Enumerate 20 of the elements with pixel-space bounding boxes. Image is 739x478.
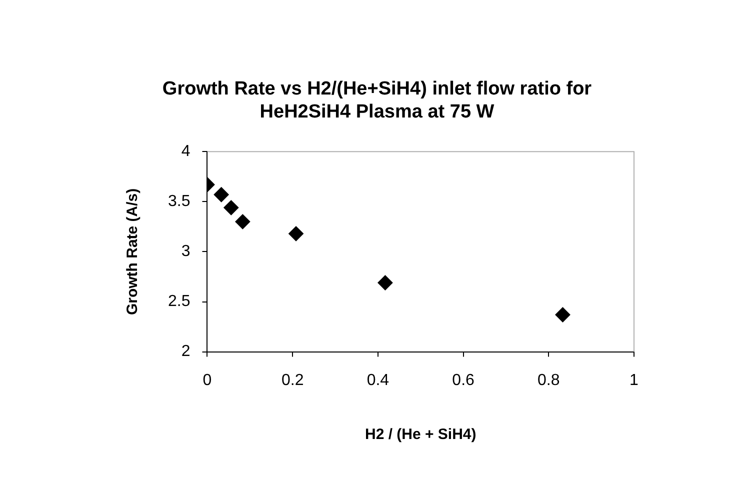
x-axis-title: H2 / (He + SiH4) [364, 426, 476, 444]
point [224, 200, 239, 216]
point [288, 226, 304, 242]
x-tick-label: 0.2 [281, 372, 304, 389]
x-tick-label: 0.4 [366, 372, 390, 389]
y-tick-label: 2.5 [168, 293, 190, 310]
y-tick-label: 3.5 [168, 193, 190, 210]
y-tick-label: 4 [181, 143, 190, 160]
point [555, 307, 570, 322]
x-tick-label: 0 [202, 372, 212, 389]
x-tick-label: 0.6 [452, 372, 475, 389]
point [378, 275, 393, 290]
chart-title: Growth Rate vs H2/(He+SiH4) inlet flow ratio for HeH2SiH4 Plasma at 75 W [162, 78, 592, 122]
x-tick-label: 1 [630, 372, 639, 389]
y-axis-title: Growth Rate (A/s) [124, 188, 142, 316]
x-tick-label: 0.8 [538, 372, 560, 389]
y-tick-label: 3 [181, 243, 190, 260]
point [235, 214, 250, 230]
point [214, 187, 229, 202]
y-tick-label: 2 [181, 343, 190, 360]
